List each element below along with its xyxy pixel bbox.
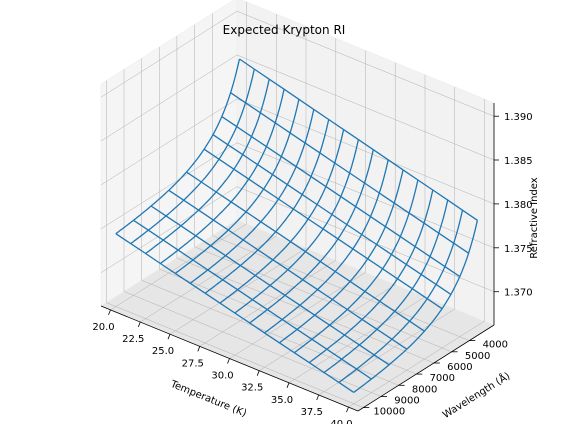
grid-line bbox=[100, 10, 238, 98]
wire-line bbox=[264, 159, 389, 334]
wire-line bbox=[115, 58, 241, 235]
x-tick-mark bbox=[316, 394, 320, 401]
wire-line bbox=[323, 199, 449, 374]
grid-line bbox=[176, 257, 434, 364]
y-tick-label: 10000 bbox=[373, 407, 405, 418]
z-tick-label: 1.370 bbox=[504, 288, 533, 299]
y-tick-label: 7000 bbox=[430, 373, 455, 384]
z-axis-label: Refractive Index bbox=[529, 177, 540, 258]
wireframe-surface bbox=[115, 58, 479, 393]
x-tick-label: 30.0 bbox=[211, 371, 233, 382]
wire-line bbox=[174, 99, 300, 274]
x-tick-mark bbox=[197, 346, 201, 352]
wire-line bbox=[189, 109, 315, 284]
grid-line bbox=[348, 320, 485, 408]
y-tick-label: 4000 bbox=[483, 340, 508, 351]
wire-line bbox=[293, 179, 419, 354]
grid-line bbox=[236, 98, 495, 205]
y-tick-label: 9000 bbox=[394, 396, 419, 407]
x-tick-label: 27.5 bbox=[182, 358, 204, 369]
x-axis-label: Temperature (K) bbox=[168, 379, 248, 420]
grid-line bbox=[123, 291, 382, 397]
wire-line bbox=[145, 79, 270, 255]
z-tick-label: 1.390 bbox=[504, 112, 533, 123]
grid-line bbox=[236, 10, 495, 117]
x-tick-mark bbox=[108, 309, 111, 316]
x-tick-label: 25.0 bbox=[152, 346, 174, 357]
wire-line bbox=[230, 92, 469, 254]
grid-line bbox=[159, 268, 417, 375]
x-tick-mark bbox=[137, 321, 141, 328]
x-tick-mark bbox=[167, 334, 171, 340]
wire-line bbox=[212, 134, 452, 295]
wire-line bbox=[353, 220, 479, 393]
chart-title: Expected Krypton RI bbox=[223, 23, 346, 37]
y-axis-line bbox=[357, 324, 495, 412]
wire-line bbox=[204, 119, 330, 294]
wire-line bbox=[219, 129, 345, 304]
wire-line bbox=[308, 189, 434, 364]
grid-line bbox=[100, 54, 238, 142]
x-tick-mark bbox=[346, 406, 349, 413]
grid-line bbox=[100, 186, 238, 273]
wire-line bbox=[115, 233, 355, 393]
x-tick-label: 37.5 bbox=[301, 407, 323, 418]
wire-line bbox=[150, 205, 390, 366]
wire-line bbox=[130, 68, 255, 245]
wire-line bbox=[239, 58, 478, 221]
grid-line bbox=[169, 247, 307, 335]
x-tick-label: 35.0 bbox=[271, 395, 293, 406]
wire-line bbox=[168, 189, 408, 350]
grid-line bbox=[288, 296, 426, 384]
grid-line bbox=[106, 302, 364, 408]
wire-line bbox=[160, 89, 285, 265]
x-tick-mark bbox=[227, 358, 230, 364]
grid-line bbox=[229, 272, 366, 359]
grid-line bbox=[236, 54, 495, 161]
wire-line bbox=[234, 139, 360, 314]
wire-line bbox=[133, 219, 372, 380]
wire-line bbox=[203, 148, 443, 310]
gridlines bbox=[100, 1, 495, 408]
x-tick-label: 40.0 bbox=[330, 419, 352, 424]
wire-line bbox=[186, 171, 425, 332]
x-tick-mark bbox=[256, 370, 260, 376]
wire-line bbox=[338, 210, 464, 383]
x-tick-label: 20.0 bbox=[92, 322, 114, 333]
x-tick-label: 22.5 bbox=[122, 334, 144, 345]
z-tick-label: 1.385 bbox=[504, 156, 533, 167]
wire-line bbox=[279, 169, 404, 344]
grid-line bbox=[236, 186, 495, 292]
x-tick-mark bbox=[286, 382, 290, 388]
wire-line bbox=[249, 149, 374, 324]
y-tick-label: 8000 bbox=[412, 384, 437, 395]
z-tick-label: 1.380 bbox=[504, 200, 533, 211]
tick-labels: 20.0 22.5 25.0 27.5 30.0 32.5 35.0 37.5 40.0 4000… bbox=[92, 112, 532, 424]
y-tick-label: 6000 bbox=[447, 362, 472, 373]
wire-line bbox=[221, 116, 461, 278]
grid-line bbox=[110, 223, 247, 311]
y-tick-label: 5000 bbox=[465, 351, 490, 362]
z-tick-label: 1.375 bbox=[504, 244, 533, 255]
grid-line bbox=[100, 98, 238, 186]
grid-line bbox=[100, 142, 238, 230]
x-tick-label: 32.5 bbox=[241, 383, 263, 394]
